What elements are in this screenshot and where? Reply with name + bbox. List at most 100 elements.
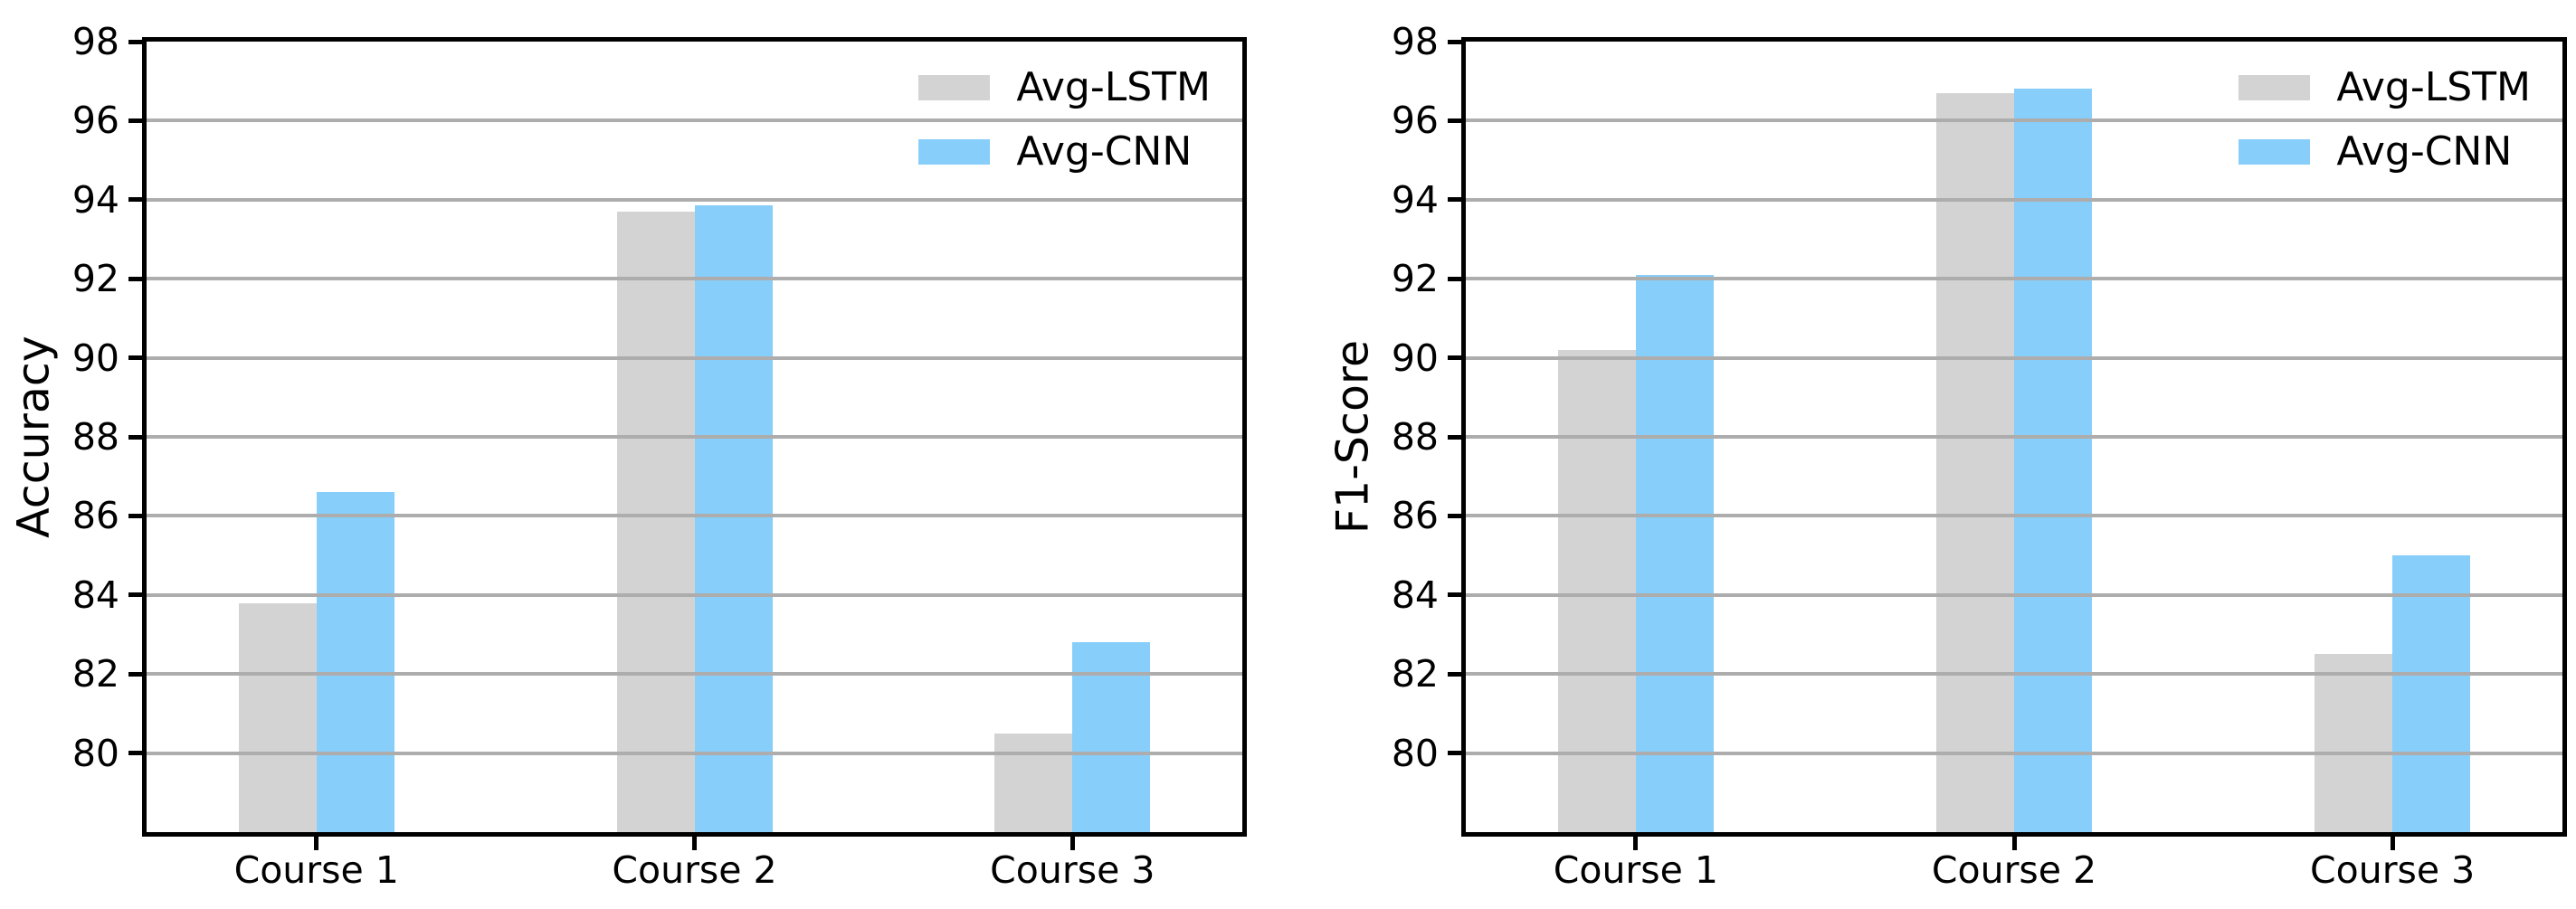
- gridline-86: [147, 514, 1242, 518]
- x-tick-label: Course 1: [1553, 848, 1718, 892]
- y-tick-mark: [128, 276, 142, 281]
- y-axis-label-accuracy: Accuracy: [7, 336, 60, 538]
- plot-area: Course 1 Course 2 Course 3 80 82 84 86 88 90 92 94…: [72, 20, 1247, 892]
- gridline-94: [1466, 197, 2562, 202]
- bar-avg-lstm-course-2: [1936, 92, 2014, 832]
- legend-item-avg-lstm: Avg-LSTM: [918, 68, 1211, 108]
- legend-swatch-avg-cnn: [2239, 139, 2311, 165]
- y-tick-mark: [1448, 671, 1461, 677]
- gridline-80: [147, 751, 1242, 755]
- y-tick-label: 98: [71, 20, 119, 63]
- y-tick-label: 80: [71, 731, 119, 775]
- legend-swatch-avg-cnn: [918, 139, 991, 165]
- legend-label: Avg-CNN: [1016, 128, 1193, 175]
- x-tick-mark: [692, 837, 697, 850]
- y-tick-mark: [128, 671, 142, 677]
- x-tick-mark: [2011, 837, 2017, 850]
- y-tick-label: 96: [71, 99, 119, 143]
- gridline-88: [1466, 435, 2562, 439]
- y-tick-mark: [128, 197, 142, 203]
- y-tick-mark: [1448, 276, 1461, 281]
- bar-avg-cnn-course-1: [1635, 274, 1714, 832]
- y-tick-label: 92: [1391, 257, 1439, 301]
- y-tick-label: 94: [1391, 177, 1439, 222]
- y-tick-mark: [128, 39, 142, 44]
- x-tick-label: Course 1: [233, 848, 399, 892]
- legend-label: Avg-LSTM: [1016, 64, 1211, 110]
- y-tick-mark: [128, 434, 142, 440]
- bar-avg-lstm-course-3: [2315, 654, 2393, 832]
- x-tick-label: Course 2: [612, 848, 777, 892]
- bar-avg-lstm-course-2: [616, 211, 695, 832]
- y-tick-label: 84: [1391, 573, 1439, 617]
- bar-avg-cnn-course-3: [1072, 642, 1151, 832]
- legend-label: Avg-CNN: [2336, 128, 2513, 175]
- y-tick-label: 90: [1391, 336, 1439, 380]
- x-tick-mark: [314, 837, 319, 850]
- plot-area: Course 1 Course 2 Course 3 80 82 84 86 88 90 92 94…: [1392, 20, 2567, 892]
- y-tick-mark: [1448, 513, 1461, 518]
- y-tick-label: 86: [71, 494, 119, 538]
- gridline-88: [147, 435, 1242, 439]
- y-tick-mark: [128, 355, 142, 361]
- y-tick-label: 88: [71, 415, 119, 459]
- x-tick-label: Course 3: [2309, 848, 2476, 892]
- y-tick-label: 86: [1391, 494, 1439, 538]
- gridline-84: [1466, 592, 2562, 597]
- gridline-96: [147, 118, 1242, 123]
- y-tick-mark: [128, 592, 142, 598]
- gridline-82: [147, 672, 1242, 677]
- bar-avg-lstm-course-1: [1557, 349, 1636, 832]
- gridline-96: [1466, 118, 2562, 123]
- y-tick-label: 94: [71, 177, 119, 222]
- gridline-92: [147, 277, 1242, 281]
- bar-avg-cnn-course-1: [316, 492, 394, 832]
- y-tick-label: 84: [71, 573, 119, 617]
- y-tick-mark: [128, 513, 142, 518]
- y-tick-mark: [1448, 39, 1461, 44]
- legend: Avg-LSTM Avg-CNN: [2239, 68, 2531, 196]
- y-tick-mark: [128, 751, 142, 756]
- gridline-94: [147, 197, 1242, 202]
- y-tick-mark: [1448, 592, 1461, 598]
- y-tick-label: 82: [1391, 652, 1439, 696]
- gridline-84: [147, 592, 1242, 597]
- bar-avg-cnn-course-2: [694, 205, 773, 832]
- x-tick-mark: [1069, 837, 1075, 850]
- gridline-80: [1466, 751, 2562, 755]
- gridline-92: [1466, 277, 2562, 281]
- y-tick-mark: [1448, 197, 1461, 203]
- gridline-90: [1466, 355, 2562, 360]
- y-tick-mark: [1448, 355, 1461, 361]
- legend-label: Avg-LSTM: [2336, 64, 2531, 110]
- legend-item-avg-cnn: Avg-CNN: [918, 132, 1211, 172]
- legend-swatch-avg-lstm: [2239, 75, 2311, 100]
- x-tick-mark: [2390, 837, 2395, 850]
- gridline-82: [1466, 672, 2562, 677]
- legend-item-avg-cnn: Avg-CNN: [2239, 132, 2531, 172]
- gridline-90: [147, 355, 1242, 360]
- y-tick-label: 96: [1391, 99, 1439, 143]
- x-tick-mark: [1633, 837, 1639, 850]
- x-tick-label: Course 3: [990, 848, 1155, 892]
- bar-avg-cnn-course-2: [2014, 89, 2092, 832]
- y-tick-label: 82: [71, 652, 119, 696]
- y-tick-mark: [1448, 434, 1461, 440]
- y-tick-label: 92: [71, 257, 119, 301]
- y-tick-mark: [1448, 751, 1461, 756]
- y-tick-label: 90: [71, 336, 119, 380]
- legend-item-avg-lstm: Avg-LSTM: [2239, 68, 2531, 108]
- legend: Avg-LSTM Avg-CNN: [918, 68, 1211, 196]
- bar-avg-cnn-course-3: [2392, 555, 2471, 832]
- y-axis-label-f1-score: F1-Score: [1326, 339, 1379, 535]
- y-tick-label: 98: [1391, 20, 1439, 63]
- gridline-86: [1466, 514, 2562, 518]
- y-tick-mark: [1448, 118, 1461, 123]
- x-tick-label: Course 2: [1931, 848, 2097, 892]
- bar-avg-lstm-course-1: [238, 602, 317, 832]
- y-tick-mark: [128, 118, 142, 123]
- y-tick-label: 80: [1391, 731, 1439, 775]
- y-tick-label: 88: [1391, 415, 1439, 459]
- bar-avg-lstm-course-3: [994, 733, 1073, 832]
